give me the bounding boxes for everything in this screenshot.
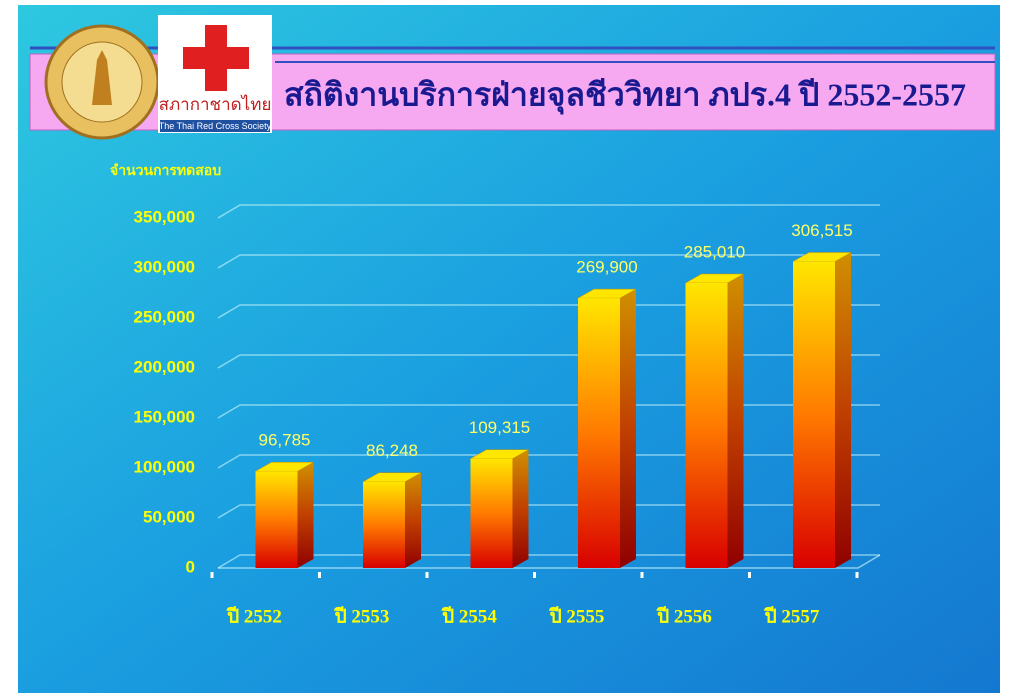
x-tick-label: ปี 2553 bbox=[334, 605, 390, 627]
y-axis-label: จำนวนการทดสอบ bbox=[110, 163, 221, 179]
value-label: 96,785 bbox=[259, 431, 311, 450]
red-cross-logo bbox=[183, 25, 249, 91]
value-label: 306,515 bbox=[791, 221, 852, 240]
floor bbox=[218, 554, 881, 569]
bar-side bbox=[727, 273, 744, 568]
bar-side bbox=[835, 252, 851, 569]
grid-line bbox=[217, 454, 880, 469]
value-label: 86,248 bbox=[366, 441, 418, 460]
grid-line bbox=[217, 404, 880, 419]
bar bbox=[470, 458, 513, 568]
grid-line bbox=[217, 354, 880, 369]
bar-side bbox=[620, 289, 636, 568]
y-tick-label: 350,000 bbox=[134, 207, 195, 226]
grid-line bbox=[217, 554, 880, 569]
bar bbox=[685, 282, 728, 568]
x-tick-label: ปี 2557 bbox=[764, 605, 820, 627]
x-tick-label: ปี 2554 bbox=[441, 605, 497, 627]
bar-side bbox=[512, 449, 529, 568]
grid-line bbox=[217, 304, 880, 319]
value-label: 109,315 bbox=[469, 418, 530, 437]
logo-strip bbox=[160, 120, 270, 132]
y-tick-label: 100,000 bbox=[134, 457, 195, 476]
logo-subtitle: The Thai Red Cross Society bbox=[159, 121, 272, 131]
chart-title: สถิติงานบริการฝ่ายจุลชีววิทยา ภปร.4 ปี 2… bbox=[284, 76, 966, 115]
bar-side bbox=[405, 472, 421, 568]
y-tick-label: 0 bbox=[186, 557, 195, 576]
x-tick-label: ปี 2555 bbox=[549, 605, 605, 627]
x-tick-label: ปี 2556 bbox=[656, 605, 712, 627]
value-label: 269,900 bbox=[576, 258, 637, 277]
grid-line bbox=[217, 254, 880, 269]
value-label: 285,010 bbox=[684, 242, 745, 261]
bar bbox=[578, 298, 620, 568]
y-tick-label: 150,000 bbox=[134, 407, 195, 426]
y-tick-label: 250,000 bbox=[134, 307, 195, 326]
bar bbox=[793, 261, 835, 568]
y-tick-label: 200,000 bbox=[134, 357, 195, 376]
x-tick-label: ปี 2552 bbox=[226, 605, 282, 627]
grid-line bbox=[217, 504, 880, 519]
grid-line bbox=[217, 204, 880, 219]
bar-side bbox=[297, 462, 314, 568]
bar bbox=[255, 471, 298, 568]
y-tick-label: 50,000 bbox=[143, 507, 195, 526]
university-seal bbox=[92, 50, 112, 105]
bar bbox=[363, 481, 405, 568]
logo-name: สภากาชาดไทย bbox=[159, 94, 272, 115]
y-tick-label: 300,000 bbox=[134, 257, 195, 276]
